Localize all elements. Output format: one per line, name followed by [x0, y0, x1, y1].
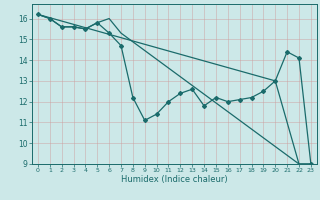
X-axis label: Humidex (Indice chaleur): Humidex (Indice chaleur): [121, 175, 228, 184]
